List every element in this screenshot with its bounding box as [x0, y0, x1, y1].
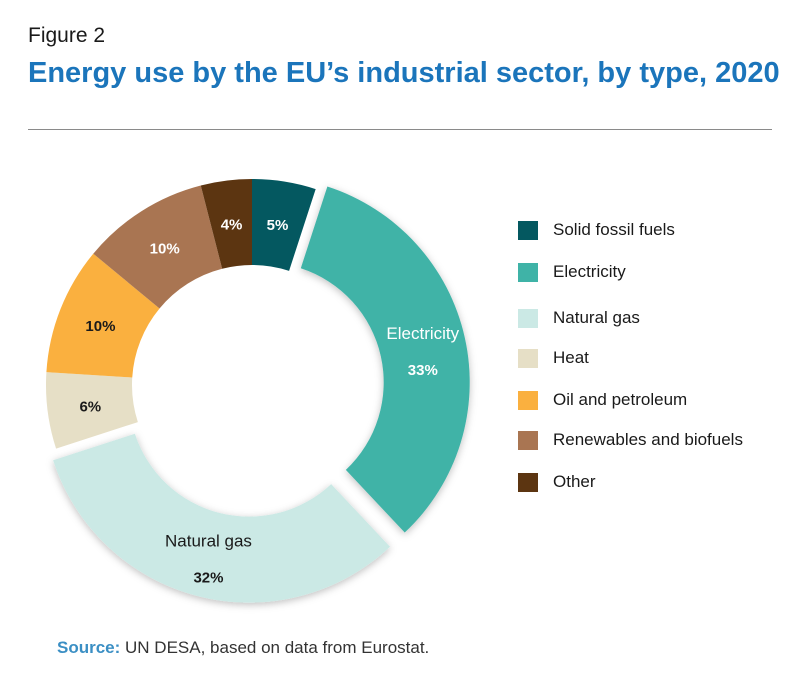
slice-natural-gas [53, 433, 391, 603]
slice-value-heat: 6% [79, 398, 101, 415]
source-label: Source: [57, 638, 121, 657]
legend-label: Electricity [553, 262, 626, 281]
slice-value-electricity: 33% [408, 362, 438, 379]
slice-solid-fossil-fuels [252, 179, 316, 271]
legend-label: Oil and petroleum [553, 390, 688, 409]
slice-value-oil-and-petroleum: 10% [85, 318, 115, 335]
slice-value-natural-gas: 32% [193, 570, 223, 587]
slice-name-electricity: Electricity [386, 324, 459, 343]
legend-label: Heat [553, 348, 589, 367]
legend-swatch [518, 308, 538, 328]
legend-item-other: Other [518, 472, 596, 492]
legend-swatch [518, 262, 538, 282]
legend-item-heat: Heat [518, 348, 589, 368]
legend-item-solid-fossil-fuels: Solid fossil fuels [518, 220, 675, 240]
donut-labels: 5% Electricity 33% Natural gas 32% 6% 10% 10% 4% [79, 216, 459, 586]
source-text: UN DESA, based on data from Eurostat. [120, 638, 430, 657]
slice-value-solid-fossil-fuels: 5% [267, 217, 289, 234]
slice-renewables-and-biofuels [93, 185, 223, 309]
donut-slices [45, 179, 470, 603]
legend-label: Solid fossil fuels [553, 220, 675, 239]
legend-label: Renewables and biofuels [553, 430, 743, 449]
source-note: Source: UN DESA, based on data from Euro… [57, 638, 429, 658]
legend-item-natural-gas: Natural gas [518, 308, 640, 328]
slice-other [200, 179, 252, 269]
legend-swatch [518, 348, 538, 368]
legend-item-oil-and-petroleum: Oil and petroleum [518, 390, 687, 410]
slice-value-other: 4% [221, 216, 243, 233]
figure-label: Figure 2 [28, 24, 106, 47]
slice-value-renewables-and-biofuels: 10% [150, 240, 180, 257]
legend-item-electricity: Electricity [518, 262, 626, 282]
slice-electricity [300, 186, 470, 533]
slice-heat [45, 372, 138, 449]
legend-swatch [518, 390, 538, 410]
legend-swatch [518, 430, 538, 450]
legend-label: Natural gas [553, 308, 640, 327]
legend-swatch [518, 472, 538, 492]
slice-oil-and-petroleum [46, 253, 160, 378]
donut-chart: 5% Electricity 33% Natural gas 32% 6% 10% 10% 4% [45, 179, 470, 603]
title-divider [28, 129, 772, 130]
legend-item-renewables-and-biofuels: Renewables and biofuels [518, 430, 743, 450]
chart-title: Energy use by the EU’s industrial sector… [28, 57, 780, 89]
legend-label: Other [553, 472, 596, 491]
slice-name-natural-gas: Natural gas [165, 532, 252, 551]
legend-swatch [518, 220, 538, 240]
